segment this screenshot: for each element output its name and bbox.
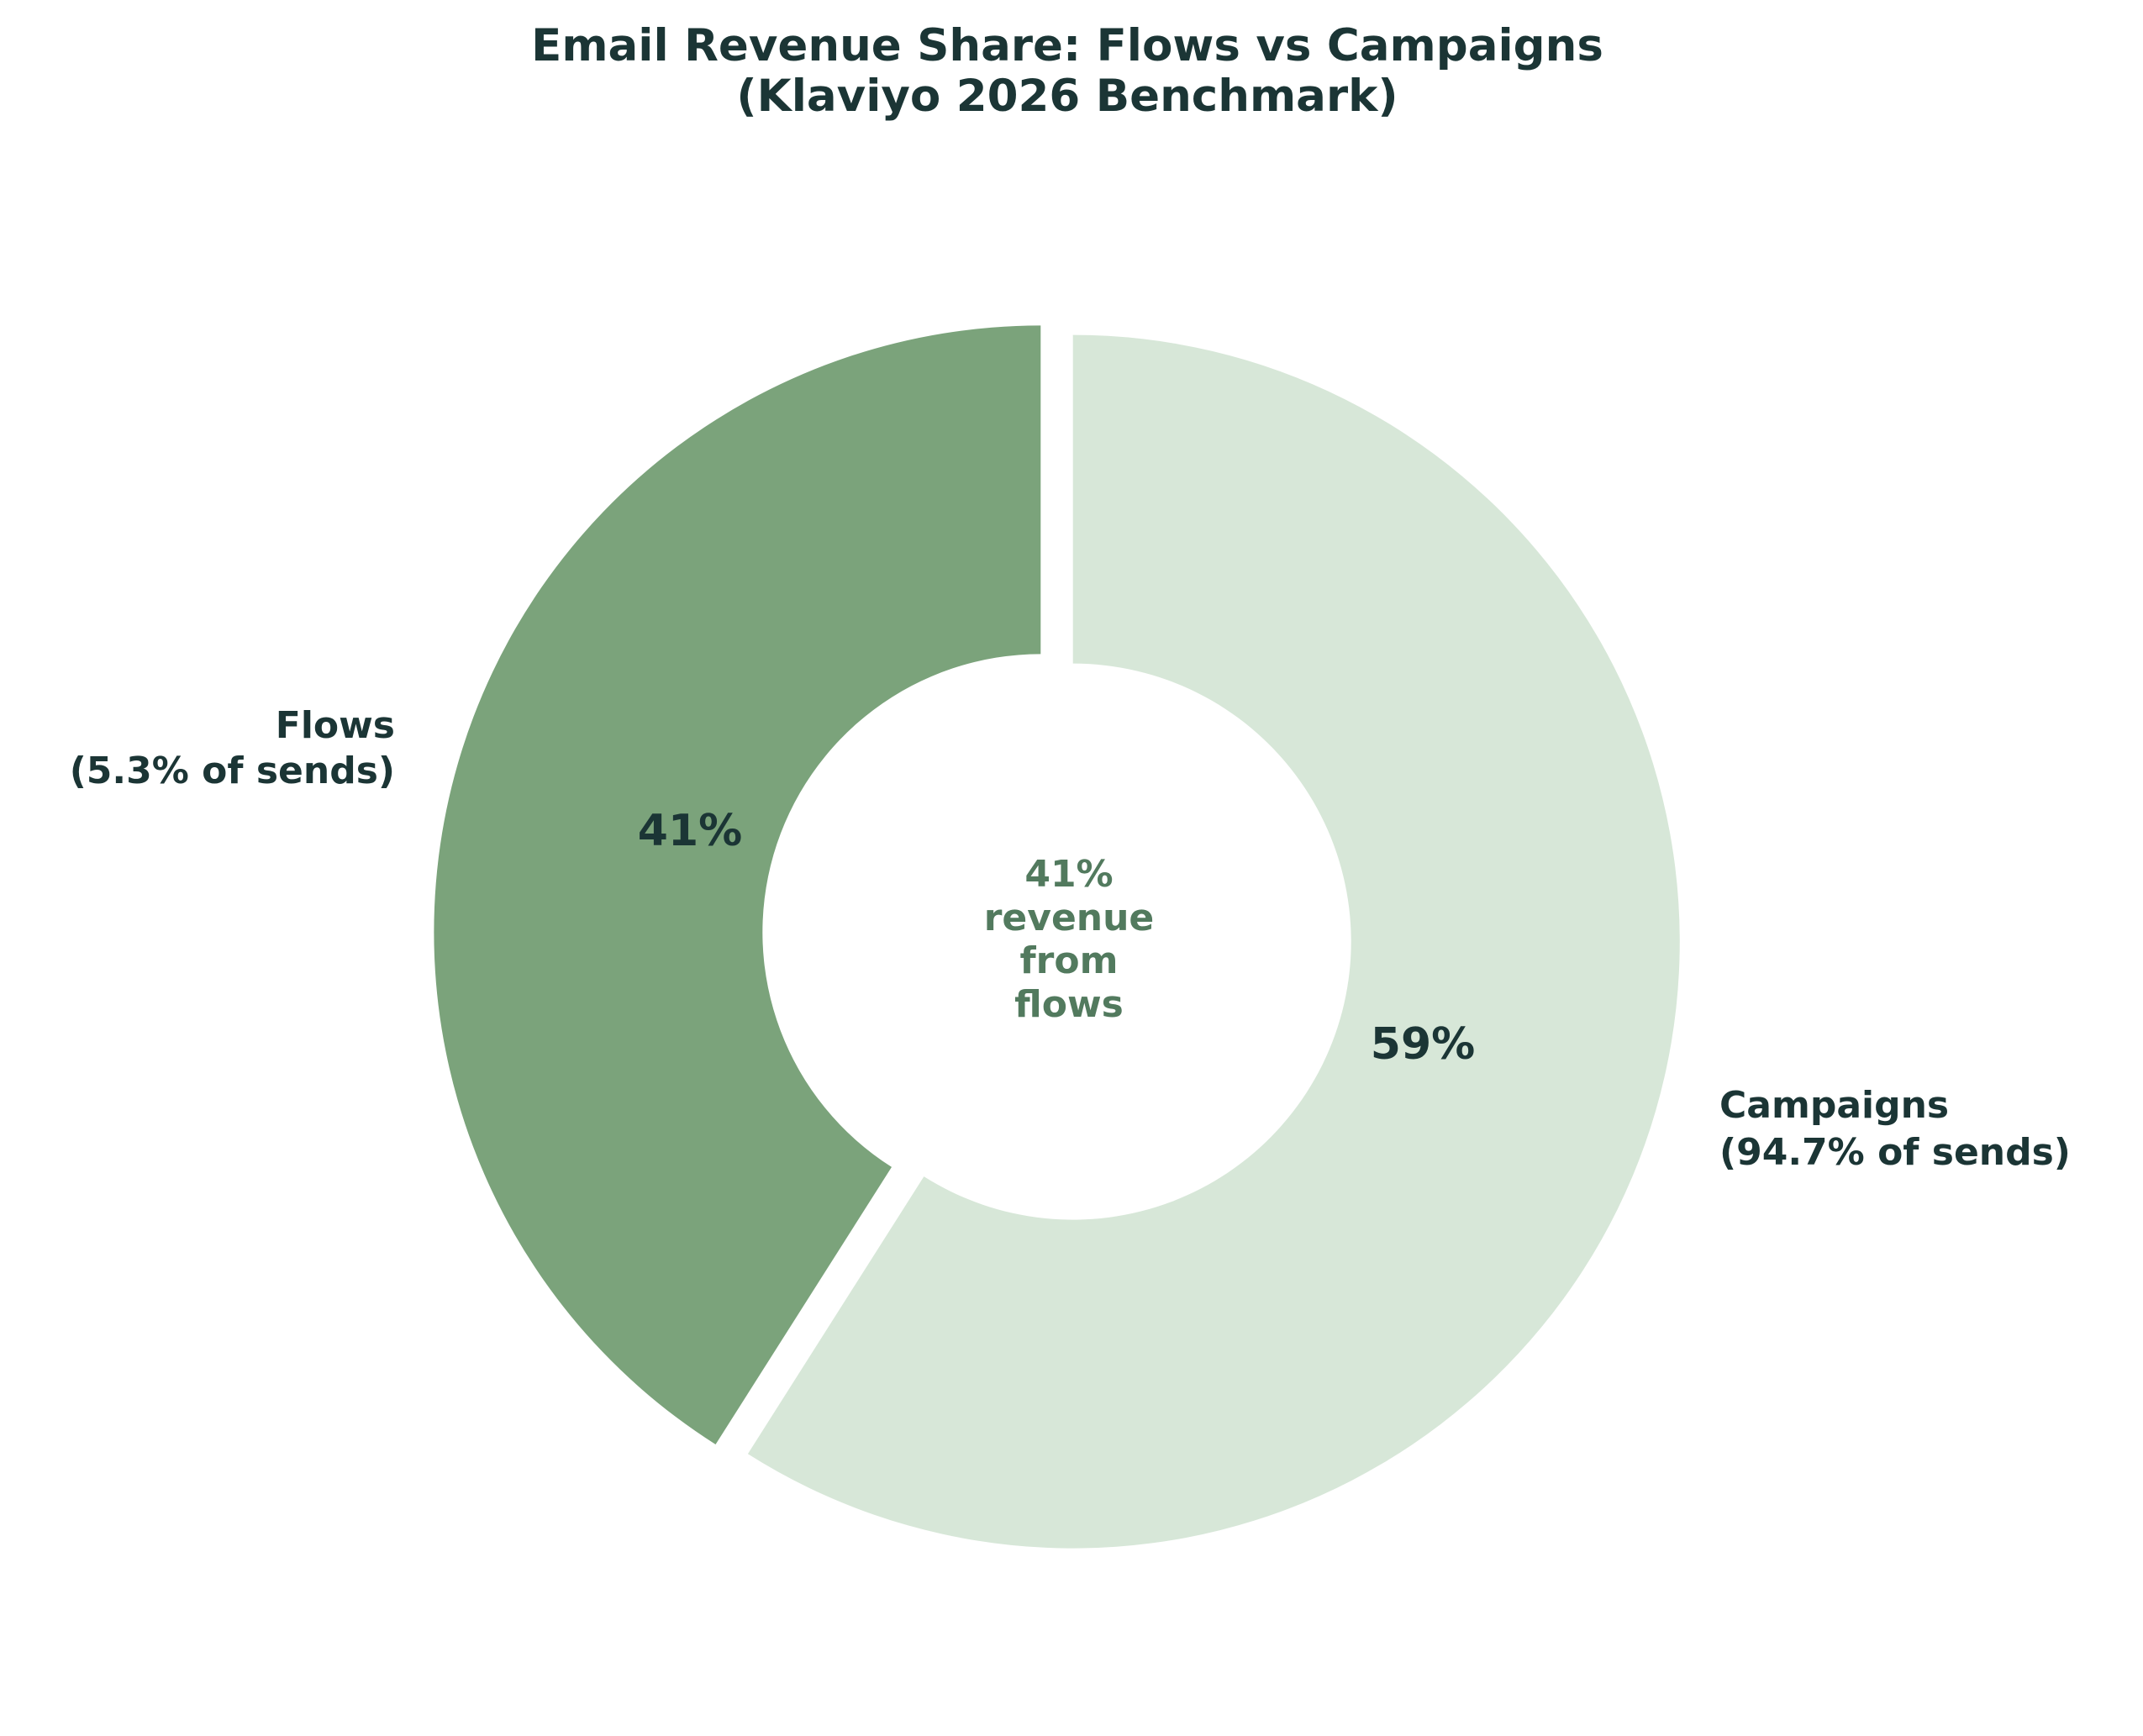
chart-title-line-1: Email Revenue Share: Flows vs Campaigns [531, 20, 1603, 71]
center-text-line-3: from [1020, 939, 1119, 982]
label-campaigns-sends: (94.7% of sends) [1719, 1131, 2071, 1174]
chart-title: Email Revenue Share: Flows vs Campaigns … [531, 20, 1603, 122]
label-campaigns-name: Campaigns [1719, 1084, 1949, 1127]
label-flows-sends: (5.3% of sends) [70, 750, 395, 792]
label-flows: Flows (5.3% of sends) [70, 704, 395, 792]
center-annotation: 41% revenue from flows [984, 853, 1155, 1026]
pct-label-flows: 41% [638, 806, 742, 856]
wedge-flows [434, 325, 1041, 1444]
center-text-line-4: flows [1014, 983, 1124, 1026]
center-text-line-1: 41% [1024, 853, 1113, 896]
wedge-campaigns [747, 334, 1680, 1549]
center-text-line-2: revenue [984, 897, 1155, 939]
chart-title-line-2: (Klaviyo 2026 Benchmark) [736, 71, 1398, 122]
label-campaigns: Campaigns (94.7% of sends) [1719, 1084, 2071, 1174]
pct-label-campaigns: 59% [1371, 1019, 1475, 1070]
label-flows-name: Flows [276, 704, 395, 747]
